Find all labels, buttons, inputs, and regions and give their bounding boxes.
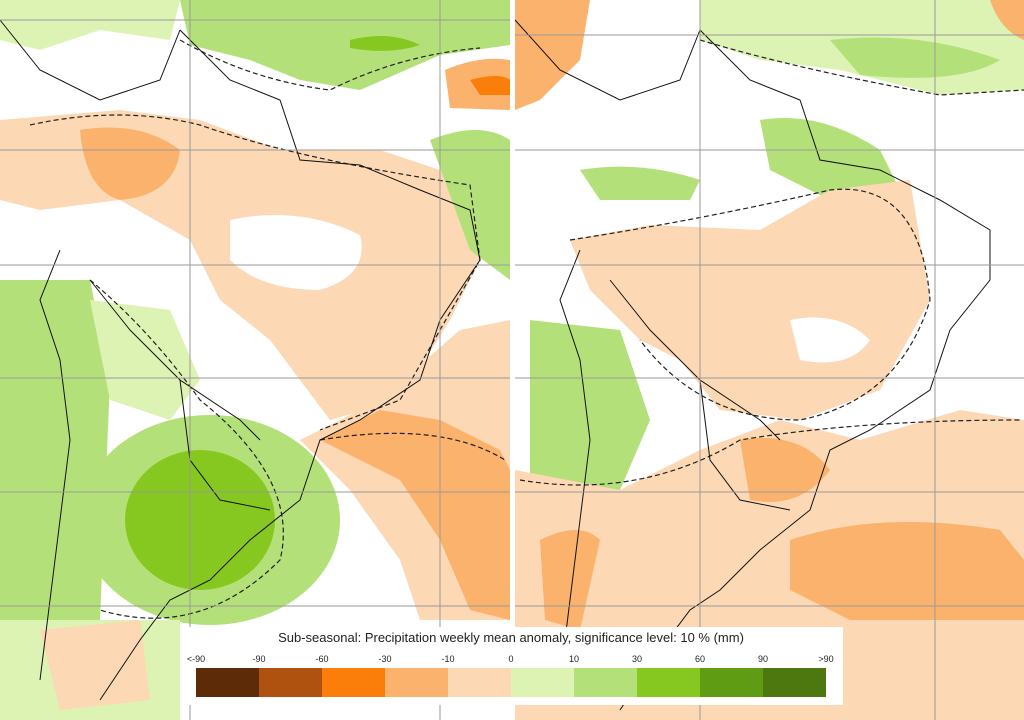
legend-swatch [511,668,574,697]
legend-swatch [322,668,385,697]
legend-label: -60 [315,654,328,664]
legend: Sub-seasonal: Precipitation weekly mean … [180,627,843,705]
legend-label: 60 [695,654,705,664]
legend-swatch [763,668,826,697]
legend-swatch [385,668,448,697]
legend-label: -10 [441,654,454,664]
legend-swatch [448,668,511,697]
legend-swatch [700,668,763,697]
legend-label: -90 [252,654,265,664]
legend-label: >90 [818,654,833,664]
legend-swatch [259,668,322,697]
legend-label: 30 [632,654,642,664]
legend-label: 0 [508,654,513,664]
left-map [0,0,510,720]
legend-swatch [637,668,700,697]
legend-label: -30 [378,654,391,664]
legend-swatch [574,668,637,697]
legend-label: 10 [569,654,579,664]
legend-label: <-90 [187,654,205,664]
legend-label: 90 [758,654,768,664]
legend-title: Sub-seasonal: Precipitation weekly mean … [278,630,744,645]
legend-swatch [196,668,259,697]
right-map [515,0,1024,720]
